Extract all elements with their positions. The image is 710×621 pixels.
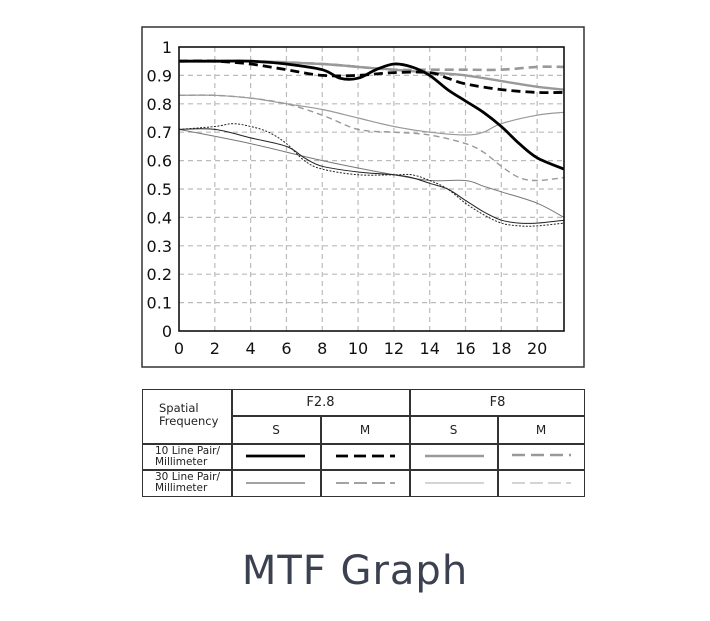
legend-group-f8: F8 — [489, 395, 506, 410]
legend-swatches — [246, 453, 571, 484]
x-tick-label: 4 — [246, 339, 256, 358]
y-tick-label: 0.7 — [147, 123, 172, 142]
x-tick-label: 6 — [281, 339, 291, 358]
series-line-f8-30-m — [178, 94, 565, 182]
y-axis-ticks: 0 0.1 0.2 0.3 0.4 0.5 0.6 0.7 0.8 0.9 1 — [147, 38, 172, 341]
legend-col-s-f28: S — [272, 423, 280, 437]
x-tick-label: 20 — [527, 339, 547, 358]
mtf-chart: 0 2 4 6 8 10 12 14 16 18 20 0 0.1 0.2 0.3 0.4 0.5 0.6 0.7… — [141, 26, 585, 368]
y-tick-label: 0.6 — [147, 152, 172, 171]
y-tick-label: 0.9 — [147, 66, 172, 85]
page-caption: MTF Graph — [241, 548, 469, 594]
y-tick-label: 0 — [162, 322, 172, 341]
x-tick-label: 18 — [491, 339, 511, 358]
legend-group-f28: F2.8 — [306, 395, 335, 410]
series-line-f28-10-s — [179, 59, 565, 171]
series-line-f28-30-m — [178, 123, 565, 227]
x-tick-label: 12 — [384, 339, 404, 358]
x-tick-label: 10 — [348, 339, 368, 358]
legend-col-m-f28: M — [359, 423, 371, 437]
series-line-f28-30-s — [178, 128, 565, 224]
y-tick-label: 0.8 — [147, 95, 172, 114]
legend-col-s-f8: S — [449, 423, 458, 437]
y-tick-label: 0.5 — [147, 180, 172, 199]
legend-row-10lp-line1: 10 Line Pair/ — [155, 445, 220, 457]
series-line-f8-30-s — [178, 94, 565, 136]
legend-row-30lp-line2: Millimeter — [155, 482, 208, 494]
legend-row-10lp-label: 10 Line Pair/ Millimeter — [155, 446, 220, 468]
x-tick-label: 8 — [317, 339, 327, 358]
x-tick-label: 14 — [420, 339, 440, 358]
y-tick-label: 1 — [162, 38, 172, 57]
y-tick-label: 0.1 — [147, 294, 172, 313]
x-tick-label: 2 — [210, 339, 220, 358]
legend-row-30lp-line1: 30 Line Pair/ — [155, 471, 220, 483]
plot-area-border — [178, 46, 565, 332]
legend-spatial-frequency-label: Spatial Frequency — [159, 402, 218, 428]
series-line-f28-10-m — [178, 59, 565, 95]
chart-grid — [179, 47, 564, 331]
legend-spatial-line2: Frequency — [159, 414, 219, 428]
y-tick-label: 0.4 — [147, 208, 172, 227]
legend-divider — [143, 469, 584, 471]
legend-row-10lp-line2: Millimeter — [155, 456, 208, 468]
legend-table: Spatial Frequency F2.8 F8 S M S M 10 Lin… — [142, 389, 585, 497]
chart-outer-frame — [141, 26, 585, 368]
legend-divider — [231, 415, 584, 417]
x-axis-ticks: 0 2 4 6 8 10 12 14 16 18 20 — [174, 339, 547, 358]
legend-divider — [497, 416, 499, 496]
y-tick-label: 0.3 — [147, 237, 172, 256]
chart-series — [178, 59, 565, 227]
x-tick-label: 0 — [174, 339, 184, 358]
legend-col-m-f8: M — [535, 423, 547, 437]
legend-divider — [143, 443, 584, 445]
x-tick-label: 16 — [455, 339, 475, 358]
y-tick-label: 0.2 — [147, 265, 172, 284]
legend-divider — [320, 416, 322, 496]
legend-row-30lp-label: 30 Line Pair/ Millimeter — [155, 472, 220, 494]
legend-spatial-line1: Spatial — [159, 401, 199, 415]
series-line-f8-30-s-b — [178, 128, 565, 218]
